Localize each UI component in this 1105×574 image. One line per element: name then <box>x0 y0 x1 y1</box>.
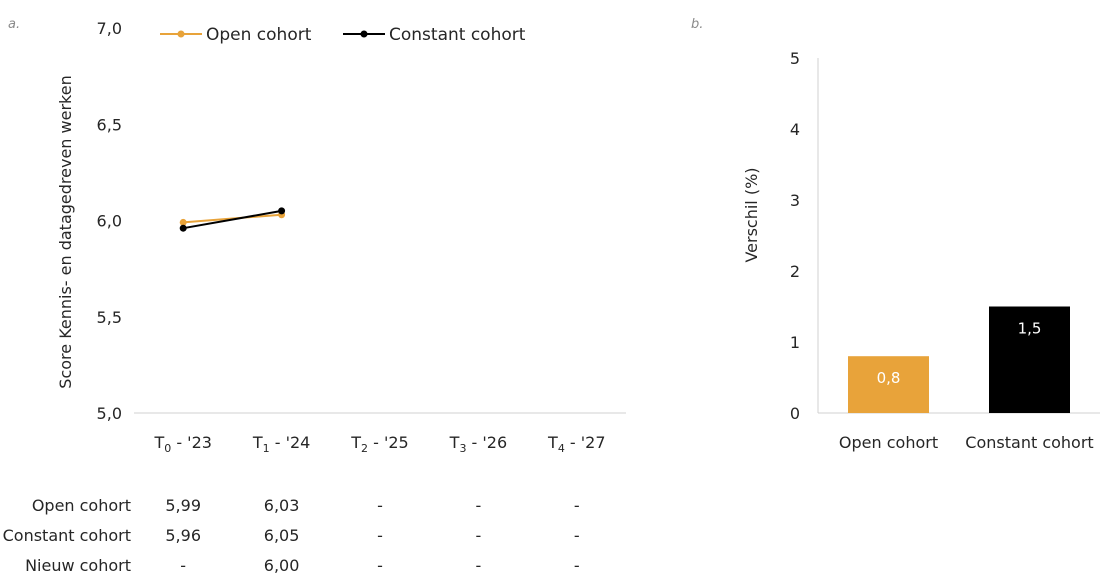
y-tick-label: 1 <box>790 333 800 352</box>
y-axis-label-b: Verschil (%) <box>742 167 761 262</box>
table-cell: - <box>476 526 482 545</box>
table-cell: 6,03 <box>264 496 300 515</box>
data-point <box>278 207 286 215</box>
y-ticks-b: 0 1 2 3 4 5 <box>790 49 800 423</box>
panel-label-b: b. <box>691 17 703 32</box>
table-cell: - <box>377 556 383 574</box>
bar-open-cohort <box>848 356 929 413</box>
data-point <box>179 224 187 232</box>
x-tick-label: T1 - '24 <box>252 433 310 455</box>
table-row-label: Constant cohort <box>3 526 131 545</box>
table-cell: 5,96 <box>165 526 201 545</box>
table-cell: - <box>476 496 482 515</box>
table-cell: - <box>377 526 383 545</box>
x-tick-label: T4 - '27 <box>547 433 605 455</box>
bar-value-label: 1,5 <box>1018 320 1042 338</box>
bar-constant-cohort <box>989 306 1070 413</box>
x-ticks-b: Open cohort Constant cohort <box>839 433 1094 452</box>
table-cell: - <box>476 556 482 574</box>
bars: 0,8 1,5 <box>848 306 1070 413</box>
x-tick-label: Constant cohort <box>965 433 1093 452</box>
series-lines <box>179 207 286 232</box>
y-tick-label: 6,5 <box>97 115 122 134</box>
table-cell: - <box>574 526 580 545</box>
bar-value-label: 0,8 <box>877 369 901 387</box>
table-cell: - <box>180 556 186 574</box>
y-ticks-a: 5,0 5,5 6,0 6,5 7,0 <box>97 19 122 423</box>
table-cell: - <box>574 556 580 574</box>
x-tick-label: T2 - '25 <box>350 433 408 455</box>
table-row-label: Nieuw cohort <box>25 556 131 574</box>
data-point <box>179 218 187 226</box>
y-tick-label: 3 <box>790 191 800 210</box>
x-ticks-a: T0 - '23 T1 - '24 T2 - '25 T3 - '26 T4 - '27 <box>153 433 605 455</box>
y-axis-label-a: Score Kennis- en datagedreven werken <box>56 75 75 388</box>
panel-label-a: a. <box>8 17 20 32</box>
table-row-label: Open cohort <box>32 496 131 515</box>
legend-marker <box>360 30 368 38</box>
y-tick-label: 0 <box>790 404 800 423</box>
data-table: Open cohort 5,99 6,03 - - - Constant cohort 5,9… <box>3 496 580 574</box>
table-cell: 5,99 <box>165 496 201 515</box>
legend-label: Constant cohort <box>389 25 526 45</box>
bar-chart-panel: b. Verschil (%) 0 1 2 3 4 5 0,8 1,5 Open cohor… <box>691 17 1100 452</box>
series-line-constant <box>183 209 282 230</box>
y-tick-label: 5,0 <box>97 404 122 423</box>
x-tick-label: T0 - '23 <box>153 433 211 455</box>
table-cell: - <box>377 496 383 515</box>
table-cell: - <box>574 496 580 515</box>
x-tick-label: Open cohort <box>839 433 938 452</box>
legend-label: Open cohort <box>206 25 312 45</box>
y-tick-label: 5,5 <box>97 308 122 327</box>
table-cell: 6,05 <box>264 526 300 545</box>
y-tick-label: 6,0 <box>97 212 122 231</box>
x-tick-label: T3 - '26 <box>449 433 507 455</box>
legend: Open cohort Constant cohort <box>160 25 526 45</box>
y-tick-label: 2 <box>790 262 800 281</box>
y-tick-label: 7,0 <box>97 19 122 38</box>
legend-marker <box>177 30 185 38</box>
y-tick-label: 5 <box>790 49 800 68</box>
y-tick-label: 4 <box>790 120 800 139</box>
line-chart-panel: a. Score Kennis- en datagedreven werken … <box>3 17 626 574</box>
table-cell: 6,00 <box>264 556 300 574</box>
